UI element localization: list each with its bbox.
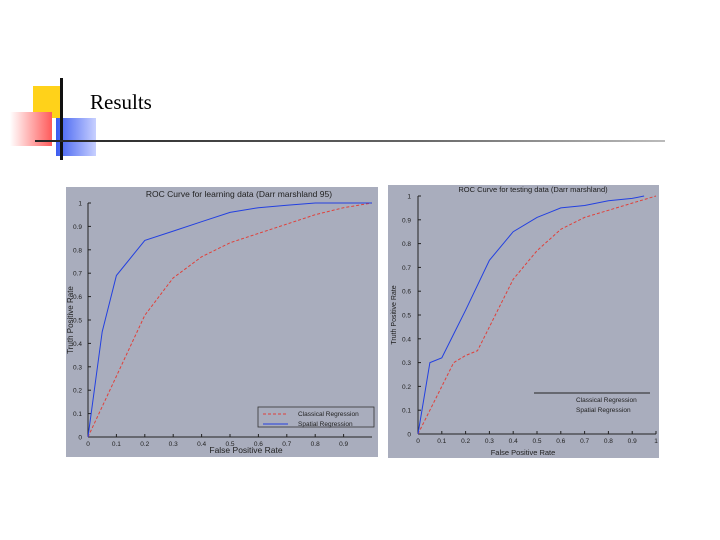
y-axis-label: Truth Positive Rate <box>391 285 398 344</box>
roc-chart-testing: ROC Curve for testing data (Darr marshla… <box>388 185 659 458</box>
y-tick-label: 0.6 <box>73 294 82 301</box>
y-tick-label: 0 <box>407 432 411 439</box>
series-line-classical <box>417 195 657 435</box>
x-tick-label: 0.2 <box>140 441 149 448</box>
y-tick-label: 0.8 <box>402 241 411 248</box>
y-tick-label: 0.5 <box>73 318 82 325</box>
x-tick-label: 0 <box>416 438 420 445</box>
x-tick-label: 0.8 <box>311 441 320 448</box>
y-tick-label: 1 <box>78 201 82 208</box>
series-line-classical <box>87 202 373 438</box>
x-tick-label: 0.8 <box>604 438 613 445</box>
legend-entry: Classical Regression <box>298 411 359 418</box>
y-tick-label: 0.3 <box>402 360 411 367</box>
y-tick-label: 0.4 <box>402 336 411 343</box>
slide-title: Results <box>90 90 152 114</box>
y-tick-label: 1 <box>407 194 411 201</box>
x-tick-label: 0.4 <box>509 438 518 445</box>
y-tick-label: 0.7 <box>402 265 411 272</box>
y-tick-label: 0.1 <box>73 411 82 418</box>
y-axis-label: Truth Positive Rate <box>66 286 75 354</box>
x-tick-label: 0.9 <box>339 441 348 448</box>
y-tick-label: 0.2 <box>402 384 411 391</box>
x-tick-label: 0.6 <box>556 438 565 445</box>
x-tick-label: 0.4 <box>197 441 206 448</box>
y-tick-label: 0.2 <box>73 388 82 395</box>
y-tick-label: 0.9 <box>402 217 411 224</box>
roc-chart-learning-svg: ROC Curve for learning data (Darr marshl… <box>66 189 375 455</box>
y-tick-label: 0.1 <box>402 408 411 415</box>
chart-title: ROC Curve for learning data (Darr marshl… <box>146 189 332 199</box>
y-tick-label: 0.6 <box>402 289 411 296</box>
y-tick-label: 0.7 <box>73 271 82 278</box>
x-axis-label: False Positive Rate <box>209 445 282 455</box>
y-tick-label: 0.9 <box>73 224 82 231</box>
roc-chart-testing-svg: ROC Curve for testing data (Darr marshla… <box>391 185 658 457</box>
y-tick-label: 0.5 <box>402 313 411 320</box>
accent-vertical-line <box>60 78 63 160</box>
x-tick-label: 0.5 <box>225 441 234 448</box>
x-tick-label: 0.7 <box>580 438 589 445</box>
series-line-spatial <box>417 195 645 435</box>
y-tick-label: 0 <box>78 435 82 442</box>
y-tick-label: 0.4 <box>73 341 82 348</box>
y-tick-label: 0.8 <box>73 247 82 254</box>
x-tick-label: 0.1 <box>437 438 446 445</box>
series-line-spatial <box>87 202 372 438</box>
legend-box <box>257 406 375 428</box>
x-tick-label: 0.9 <box>628 438 637 445</box>
legend-entry: Spatial Regression <box>298 421 353 428</box>
chart-title: ROC Curve for testing data (Darr marshla… <box>458 185 608 194</box>
x-tick-label: 0 <box>86 441 90 448</box>
x-tick-label: 0.7 <box>282 441 291 448</box>
x-tick-label: 0.1 <box>112 441 121 448</box>
title-underline <box>35 140 665 142</box>
legend-entry: Classical Regression <box>576 397 637 404</box>
y-tick-label: 0.3 <box>73 364 82 371</box>
x-tick-label: 0.6 <box>254 441 263 448</box>
roc-chart-learning: ROC Curve for learning data (Darr marshl… <box>66 187 378 457</box>
x-tick-label: 0.5 <box>532 438 541 445</box>
legend-entry: Spatial Regression <box>576 407 631 414</box>
x-tick-label: 0.3 <box>485 438 494 445</box>
x-axis-label: False Positive Rate <box>491 448 556 457</box>
x-tick-label: 0.3 <box>169 441 178 448</box>
x-tick-label: 0.2 <box>461 438 470 445</box>
x-tick-label: 1 <box>654 438 658 445</box>
